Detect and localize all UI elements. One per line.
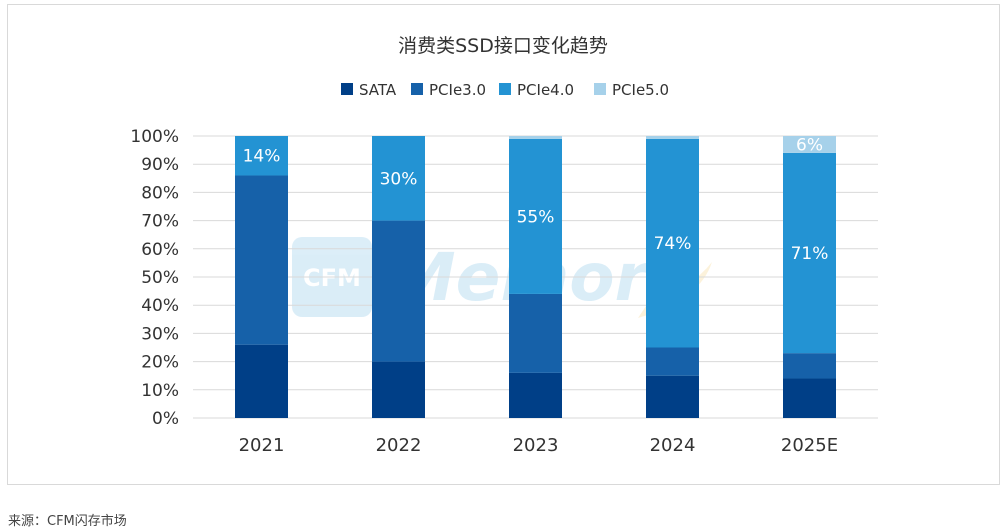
- bar-segment: [783, 353, 836, 379]
- chart-svg: 消费类SSD接口变化趋势 SATA PCIe3.0 PCIe4.0 PCIe5.0 C…: [130, 35, 878, 456]
- x-tick-label: 2024: [650, 435, 696, 456]
- y-tick-label: 0%: [152, 409, 179, 429]
- x-tick-label: 2023: [513, 435, 559, 456]
- bar-segment: [235, 344, 288, 418]
- bar-segment: [783, 152, 836, 354]
- source-note: 来源：CFM闪存市场: [8, 514, 127, 529]
- chart-title: 消费类SSD接口变化趋势: [398, 35, 608, 57]
- legend-swatch: [411, 83, 423, 95]
- watermark-logo-text: CFM: [303, 264, 361, 292]
- bar-segment: [783, 378, 836, 418]
- bar-segment: [646, 347, 699, 376]
- x-tick-label: 2021: [239, 435, 285, 456]
- legend-label: SATA: [359, 81, 397, 99]
- bar-segment: [783, 136, 836, 153]
- bar-segment: [372, 136, 425, 221]
- y-tick-label: 10%: [141, 381, 179, 401]
- y-tick-label: 60%: [141, 240, 179, 260]
- bar-segment: [235, 175, 288, 345]
- y-tick-label: 50%: [141, 268, 179, 288]
- y-axis-ticks: 0% 10% 20% 30% 40% 50% 60% 70% 80% 90% 100%: [130, 127, 179, 429]
- y-tick-label: 90%: [141, 155, 179, 175]
- y-tick-label: 100%: [130, 127, 179, 147]
- legend-swatch: [594, 83, 606, 95]
- legend-label: PCIe4.0: [517, 81, 574, 99]
- data-labels: 14% 30% 55% 74% 71% 6%: [243, 135, 829, 264]
- bar-segment: [646, 375, 699, 418]
- bar-segment: [372, 361, 425, 418]
- bar-segment: [235, 136, 288, 176]
- bar-segment: [509, 136, 562, 139]
- bars: [235, 136, 836, 418]
- data-label: 55%: [517, 207, 555, 227]
- y-tick-label: 20%: [141, 353, 179, 373]
- y-tick-label: 30%: [141, 324, 179, 344]
- bar-segment: [509, 372, 562, 418]
- data-label: 30%: [380, 169, 418, 189]
- legend-swatch: [499, 83, 511, 95]
- x-tick-label: 2022: [376, 435, 422, 456]
- y-tick-label: 80%: [141, 183, 179, 203]
- x-tick-label: 2025E: [781, 435, 838, 456]
- y-tick-label: 70%: [141, 212, 179, 232]
- data-label: 14%: [243, 147, 281, 167]
- bar-segment: [646, 138, 699, 348]
- bar-segment: [509, 293, 562, 373]
- data-label: 74%: [654, 234, 692, 254]
- bar-segment: [646, 136, 699, 139]
- legend-label: PCIe3.0: [429, 81, 486, 99]
- legend-swatch: [341, 83, 353, 95]
- bar-segment: [372, 220, 425, 362]
- x-axis-ticks: 2021 2022 2023 2024 2025E: [239, 435, 839, 456]
- chart-legend: SATA PCIe3.0 PCIe4.0 PCIe5.0: [341, 81, 669, 99]
- data-label: 71%: [791, 244, 829, 264]
- bar-segment: [509, 138, 562, 294]
- y-tick-label: 40%: [141, 296, 179, 316]
- data-label: 6%: [796, 135, 823, 155]
- legend-label: PCIe5.0: [612, 81, 669, 99]
